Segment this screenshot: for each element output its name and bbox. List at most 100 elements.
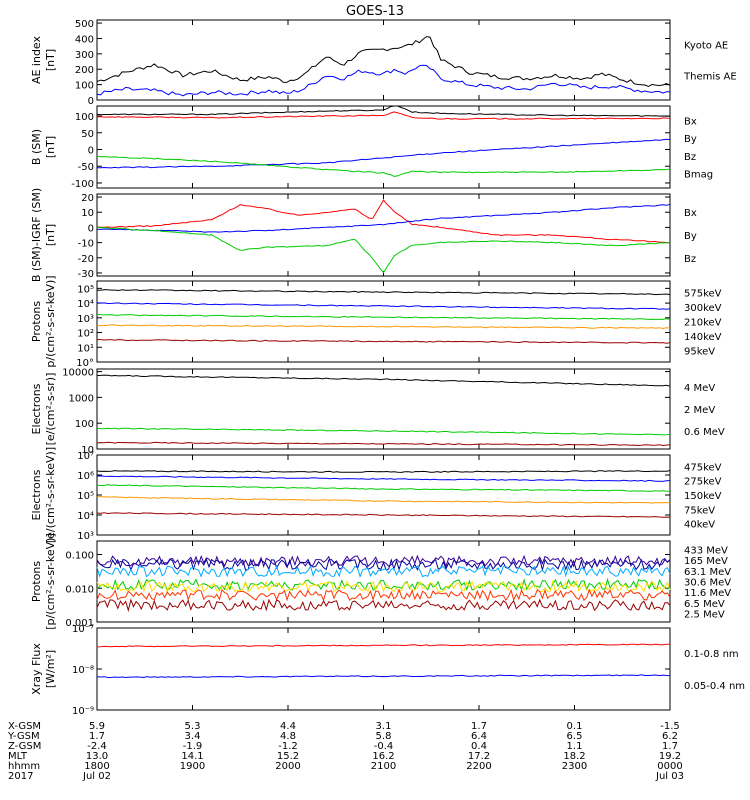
footer-cell: 0000: [657, 761, 682, 772]
footer-cell: Jul 03: [655, 771, 684, 782]
panel-electrons1: 10 100 1000 10000 Electrons [e/(cm²-s-sr)] 4 M…: [30, 368, 725, 456]
y-tick-label: 0: [88, 146, 94, 157]
legend-entry: By: [684, 134, 697, 145]
panel-protons: 10° 10¹ 10² 10³ 10⁴ 10⁵ Protons p/(cm²-s-sr-keV…: [30, 275, 722, 369]
y-axis-label: [e/(cm²-s-sr)]: [44, 373, 57, 446]
legend-entry: 75keV: [684, 505, 715, 516]
y-axis-label: [e/(cm²-s-sr-keV)]: [44, 447, 57, 543]
legend-entry: Bx: [684, 208, 697, 219]
panel-frame: [96, 19, 671, 101]
footer-cell: -1.9: [183, 741, 203, 752]
footer-cell: 1.7: [662, 741, 678, 752]
y-axis-label: Electrons: [30, 383, 43, 434]
footer-row-label: Z-GSM: [8, 741, 41, 752]
legend-entry: Bz: [684, 254, 696, 265]
legend-entry: Bz: [684, 152, 696, 163]
series-line: [96, 339, 671, 344]
panel-db: -30 -20 -10 0 10 20 B (SM)-IGRF (SM) [nT] Bx By Bz: [30, 188, 697, 282]
y-tick-label: -20: [78, 254, 94, 265]
series-line: [96, 155, 671, 178]
y-tick-label: 10³: [77, 314, 94, 325]
y-axis-label: Protons: [30, 301, 43, 342]
legend-entry: 40keV: [684, 520, 715, 531]
panel-frame: [96, 193, 671, 277]
footer-cell: 3.1: [376, 721, 392, 732]
y-axis-label: B (SM)-IGRF (SM): [30, 188, 43, 282]
series-line: [96, 289, 671, 296]
panel-electrons2: 10³ 10⁴ 10⁵ 10⁶ 10⁷ Electrons [e/(cm²-s-sr-keV…: [30, 447, 722, 543]
y-tick-label: 200: [75, 65, 94, 76]
y-tick-label: 10: [81, 445, 94, 456]
footer-cell: 6.5: [567, 731, 583, 742]
legend-entry: 0.6 MeV: [684, 427, 725, 438]
footer-cell: 18.2: [563, 751, 585, 762]
legend-entry: 210keV: [684, 318, 722, 329]
series-line: [96, 64, 671, 97]
legend-entry: 6.5 MeV: [684, 599, 725, 610]
series-line: [96, 565, 671, 578]
y-tick-label: 10°: [76, 358, 94, 369]
y-tick-label: -10: [78, 239, 94, 250]
y-tick-label: -50: [78, 162, 94, 173]
footer-cell: 2000: [275, 761, 300, 772]
series-line: [96, 226, 671, 274]
footer-cell: 2100: [371, 761, 396, 772]
legend-entry: By: [684, 231, 697, 242]
footer-cell: 14.1: [181, 751, 203, 762]
y-tick-label: 1000: [69, 393, 94, 404]
panel-frame: [96, 627, 671, 711]
series-line: [96, 588, 671, 602]
panel-frame: [96, 454, 671, 536]
y-tick-label: 10⁵: [77, 284, 94, 295]
y-tick-label: 10³: [77, 531, 94, 542]
y-axis-label: Xray Flux: [30, 643, 43, 695]
footer-cell: 16.2: [372, 751, 394, 762]
y-tick-label: 10⁵: [77, 491, 94, 502]
series-line: [96, 302, 671, 310]
legend-entry: 275keV: [684, 477, 722, 488]
panel-protons_hi: 0.001 0.010 0.100 Protons [p/(cm²-s-sr-keV)]…: [30, 533, 731, 630]
panel-xray: 10⁻⁹ 10⁻⁸ 10⁻⁷ Xray Flux [W/m²] 0.1-0.8 nm 0.0…: [30, 624, 745, 717]
panel-b: -100 -50 0 50 100 B (SM) [nT] Bx By Bz Bmag: [30, 105, 713, 190]
footer-cell: 5.9: [89, 721, 105, 732]
panel-ae: 0 100 200 300 400 500 AE index [nT] Kyoto AE Them…: [30, 19, 737, 107]
footer-row-label: Y-GSM: [7, 731, 40, 742]
series-line: [96, 105, 671, 117]
footer-row-label: 2017: [8, 771, 33, 782]
y-tick-label: 10⁻⁸: [72, 665, 94, 676]
legend-entry: 63.1 MeV: [684, 567, 731, 578]
legend-entry: 30.6 MeV: [684, 578, 731, 589]
y-tick-label: 10⁴: [77, 299, 94, 310]
footer-cell: 13.0: [86, 751, 108, 762]
footer-cell: 2200: [466, 761, 491, 772]
y-tick-label: 10²: [77, 329, 94, 340]
y-tick-label: 300: [75, 50, 94, 61]
footer-cell: 6.2: [662, 731, 678, 742]
footer-cell: -2.4: [87, 741, 107, 752]
footer-cell: 4.8: [280, 731, 296, 742]
y-tick-label: 400: [75, 34, 94, 45]
y-tick-label: -100: [71, 179, 94, 190]
legend-entry: 300keV: [684, 303, 722, 314]
legend-entry: 4 MeV: [684, 383, 715, 394]
y-tick-label: -30: [78, 269, 94, 280]
legend-entry: Bx: [684, 116, 697, 127]
legend-entry: 2 MeV: [684, 405, 715, 416]
footer-cell: 4.4: [280, 721, 296, 732]
series-line: [96, 484, 671, 492]
footer-row-label: hhmm: [8, 761, 40, 772]
footer-cell: 5.3: [185, 721, 201, 732]
y-tick-label: 10⁻⁷: [72, 624, 94, 635]
legend-entry: Bmag: [684, 170, 713, 181]
y-tick-label: 10⁴: [77, 511, 94, 522]
legend-entry: 165 MeV: [684, 556, 728, 567]
y-tick-label: 10⁶: [77, 471, 94, 482]
series-line: [96, 475, 671, 482]
series-line: [96, 577, 671, 592]
y-tick-label: 10: [81, 208, 94, 219]
legend-entry: 475keV: [684, 462, 722, 473]
footer-cell: 1.7: [89, 731, 105, 742]
series-line: [96, 598, 671, 613]
y-axis-label: [p/(cm²-s-sr-keV)]: [44, 533, 57, 630]
